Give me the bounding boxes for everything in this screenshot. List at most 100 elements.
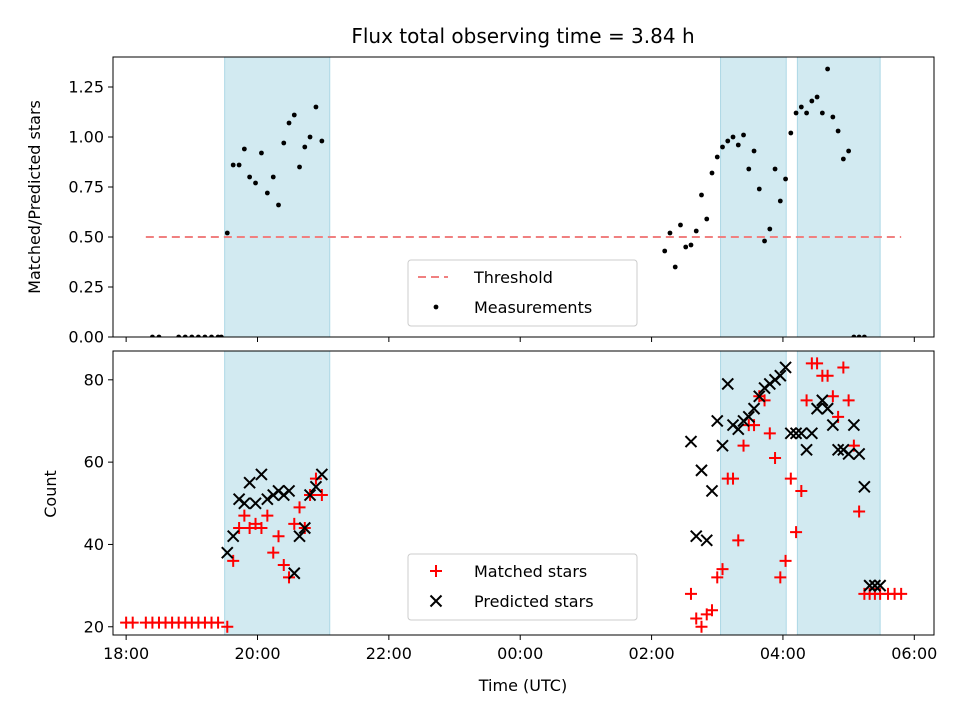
- y-tick-label: 40: [84, 535, 104, 554]
- data-point: [783, 176, 788, 182]
- y-tick-label: 1.25: [68, 78, 104, 97]
- data-point: [212, 616, 225, 629]
- data-point: [826, 390, 839, 403]
- data-point: [150, 334, 155, 337]
- top-y-axis-label: Matched/Predicted stars: [25, 100, 44, 294]
- data-point: [315, 489, 328, 502]
- data-point: [230, 162, 236, 168]
- x-tick-label: 02:00: [629, 644, 675, 663]
- data-point: [241, 146, 247, 152]
- data-point: [156, 334, 162, 337]
- data-point: [288, 517, 301, 530]
- data-point: [784, 472, 797, 485]
- data-point: [804, 110, 809, 116]
- data-point: [779, 554, 792, 567]
- data-point: [711, 414, 724, 428]
- data-point: [825, 66, 830, 72]
- data-point: [302, 144, 308, 150]
- data-point: [842, 394, 855, 407]
- data-point: [753, 390, 766, 403]
- data-point: [789, 427, 803, 440]
- data-point: [800, 394, 813, 407]
- data-point: [863, 579, 876, 592]
- y-tick-label: 20: [84, 617, 104, 636]
- observing-window-2: [796, 351, 881, 635]
- legend-swatch: [429, 594, 443, 608]
- data-point: [307, 134, 313, 140]
- bottom-panel: 20 40 60 80 18:00 20:00 22:00 00:00 02:00 04:00 06…: [84, 350, 937, 663]
- data-point: [746, 166, 752, 172]
- data-point: [690, 612, 703, 625]
- data-point: [861, 334, 867, 337]
- x-tick-label: 04:00: [760, 644, 806, 663]
- data-point: [814, 94, 820, 100]
- data-point: [270, 174, 276, 180]
- legend-swatch: [433, 304, 439, 310]
- data-point: [695, 620, 708, 633]
- data-point: [737, 439, 750, 452]
- data-point: [762, 238, 767, 244]
- data-point: [255, 468, 268, 481]
- data-point: [695, 464, 708, 477]
- legend-frame: [407, 259, 638, 327]
- data-point: [895, 587, 908, 600]
- data-point: [297, 164, 302, 170]
- data-point: [218, 334, 224, 337]
- data-point: [303, 488, 317, 502]
- data-point: [795, 427, 808, 440]
- data-point: [291, 112, 297, 118]
- data-point: [704, 216, 710, 222]
- legend-entry-label: Predicted stars: [474, 592, 594, 611]
- y-tick-label: 1.00: [68, 128, 104, 147]
- legend-entry-label: Threshold: [473, 268, 553, 287]
- y-tick-label: 60: [84, 453, 104, 472]
- data-point: [221, 620, 234, 633]
- data-point: [221, 546, 234, 559]
- data-point: [227, 554, 240, 567]
- data-point: [700, 534, 713, 547]
- data-point: [747, 402, 761, 415]
- data-point: [261, 509, 274, 522]
- data-point: [826, 418, 840, 432]
- data-point: [236, 162, 242, 168]
- y-tick-label: 80: [84, 370, 104, 389]
- data-point: [769, 452, 782, 465]
- observing-window-1: [720, 351, 787, 635]
- data-point: [706, 604, 719, 617]
- data-point: [267, 546, 280, 559]
- x-tick-label: 00:00: [497, 644, 543, 663]
- data-point: [756, 186, 762, 192]
- data-point: [840, 156, 846, 162]
- data-point: [851, 334, 857, 337]
- y-tick-label: 0.75: [68, 178, 104, 197]
- observing-window-1: [720, 57, 787, 337]
- legend-entry-label: Measurements: [474, 298, 592, 317]
- data-point: [711, 571, 724, 584]
- data-point: [293, 530, 306, 543]
- data-point: [684, 435, 698, 448]
- data-point: [735, 142, 741, 148]
- plot-area: [120, 351, 908, 635]
- data-point: [277, 559, 290, 572]
- data-point: [247, 174, 253, 180]
- data-point: [264, 190, 270, 196]
- data-point: [672, 264, 678, 270]
- top-panel: 0.00 0.25 0.50 0.75 1.00 1.25: [68, 56, 935, 347]
- data-point: [725, 138, 731, 144]
- data-point: [873, 579, 887, 592]
- y-tick-label: 0.50: [68, 228, 104, 247]
- data-point: [693, 228, 699, 234]
- data-point: [774, 369, 787, 382]
- data-point: [774, 571, 787, 584]
- x-tick-label: 18:00: [103, 644, 149, 663]
- data-point: [276, 202, 281, 208]
- data-point: [298, 521, 311, 535]
- data-point: [716, 563, 729, 576]
- data-point: [727, 472, 740, 485]
- data-point: [253, 180, 258, 186]
- data-point: [847, 418, 861, 432]
- data-point: [293, 501, 306, 514]
- data-point: [793, 110, 799, 116]
- data-point: [282, 484, 296, 498]
- data-point: [788, 130, 794, 136]
